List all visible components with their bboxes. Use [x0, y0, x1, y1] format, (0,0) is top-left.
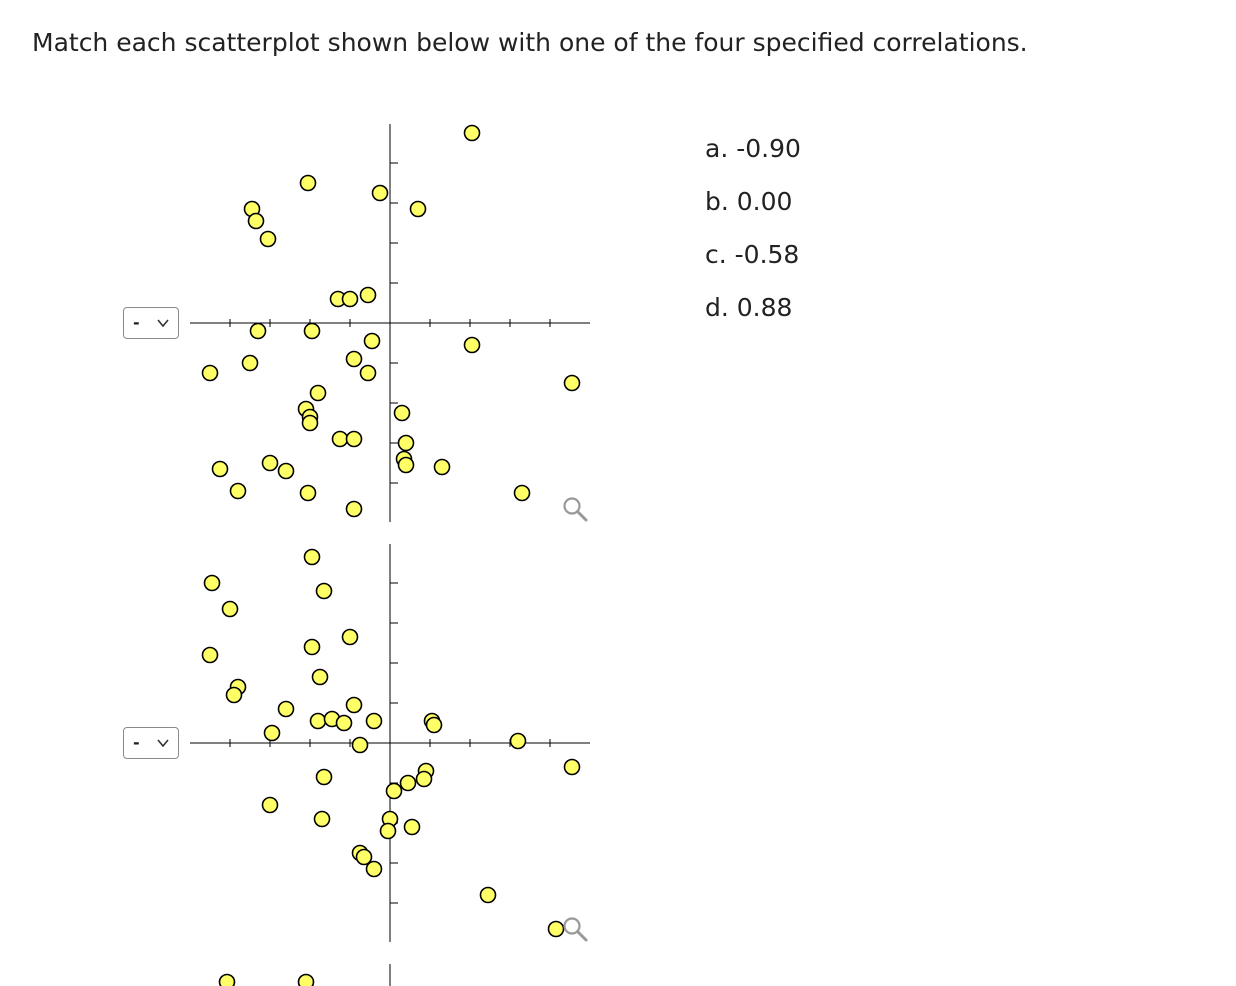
question-text: Match each scatterplot shown below with … [32, 28, 1028, 57]
scatter-point [261, 796, 279, 814]
scatter-point [261, 454, 279, 472]
answer-select-1[interactable]: - [123, 307, 179, 339]
scatter-point [221, 600, 239, 618]
option-value: -0.58 [734, 240, 800, 269]
scatter-point [547, 920, 565, 938]
scatter-point [309, 384, 327, 402]
scatter-point [303, 548, 321, 566]
scatter-point [513, 484, 531, 502]
scatter-point [311, 668, 329, 686]
scatter-point [393, 404, 411, 422]
scatter-point [397, 456, 415, 474]
scatter-point [315, 768, 333, 786]
scatter-point [425, 716, 443, 734]
scatter-point [433, 458, 451, 476]
scatter-point [299, 174, 317, 192]
scatter-point [341, 628, 359, 646]
option-value: -0.90 [736, 134, 801, 163]
correlation-options: a. -0.90 b. 0.00 c. -0.58 d. 0.88 [705, 130, 801, 342]
option-a: a. -0.90 [705, 130, 801, 183]
scatter-point [463, 124, 481, 142]
scatter-point [345, 500, 363, 518]
scatter-point [335, 714, 353, 732]
scatter-point [341, 290, 359, 308]
scatter-point [359, 364, 377, 382]
scatter-point [365, 860, 383, 878]
scatter-point [563, 374, 581, 392]
chevron-down-icon [157, 319, 169, 328]
scatter-point [249, 322, 267, 340]
chevron-down-icon [157, 739, 169, 748]
scatter-point [211, 460, 229, 478]
answer-select-2[interactable]: - [123, 727, 179, 759]
scatter-point [331, 430, 349, 448]
scatter-point [463, 336, 481, 354]
answer-select-value: - [133, 733, 140, 752]
scatter-point [345, 430, 363, 448]
scatter-point [379, 822, 397, 840]
scatter-point [277, 462, 295, 480]
scatter-point [259, 230, 277, 248]
scatterplot-3-partial [218, 964, 391, 986]
option-b: b. 0.00 [705, 183, 801, 236]
option-letter: b. [705, 187, 729, 216]
scatter-point [225, 686, 243, 704]
option-letter: c. [705, 240, 727, 269]
scatter-point [297, 973, 315, 986]
magnifier-icon[interactable] [560, 914, 590, 944]
scatter-point [203, 574, 221, 592]
scatter-point [345, 696, 363, 714]
scatter-point [363, 332, 381, 350]
scatter-point [229, 482, 247, 500]
option-c: c. -0.58 [705, 236, 801, 289]
scatter-point [399, 774, 417, 792]
scatter-point [563, 758, 581, 776]
scatter-point [365, 712, 383, 730]
scatterplot-1 [190, 124, 590, 522]
scatter-point [247, 212, 265, 230]
scatter-point [351, 736, 369, 754]
scatter-point [313, 810, 331, 828]
scatter-point [263, 724, 281, 742]
magnifier-icon[interactable] [560, 494, 590, 524]
scatter-point [509, 732, 527, 750]
scatter-point [241, 354, 259, 372]
scatter-point [359, 286, 377, 304]
scatter-point [277, 700, 295, 718]
scatter-point [385, 782, 403, 800]
option-value: 0.88 [736, 293, 793, 322]
option-d: d. 0.88 [705, 289, 801, 342]
option-letter: a. [705, 134, 729, 163]
scatter-point [371, 184, 389, 202]
scatter-point [409, 200, 427, 218]
scatter-point [345, 350, 363, 368]
scatter-point [303, 322, 321, 340]
scatterplot-2 [190, 544, 590, 942]
scatter-point [315, 582, 333, 600]
scatter-point [309, 712, 327, 730]
scatter-point [201, 364, 219, 382]
answer-select-value: - [133, 313, 140, 332]
scatter-point [479, 886, 497, 904]
scatter-point [355, 848, 373, 866]
scatter-point [299, 484, 317, 502]
scatter-point [397, 434, 415, 452]
scatter-point [403, 818, 421, 836]
scatter-point [218, 973, 236, 986]
scatter-point [201, 646, 219, 664]
option-value: 0.00 [736, 187, 793, 216]
scatter-point [303, 638, 321, 656]
scatter-point [415, 770, 433, 788]
scatter-point [301, 414, 319, 432]
option-letter: d. [705, 293, 729, 322]
